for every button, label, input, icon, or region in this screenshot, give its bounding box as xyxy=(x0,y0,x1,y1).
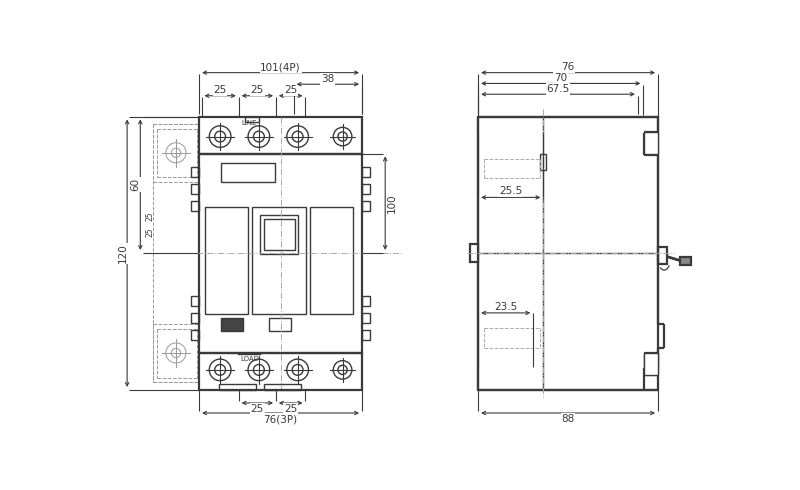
Bar xyxy=(362,313,370,323)
Bar xyxy=(644,353,658,374)
Text: 25.5: 25.5 xyxy=(499,186,522,196)
Bar xyxy=(540,153,546,171)
Bar xyxy=(190,184,199,195)
Bar xyxy=(245,117,259,122)
Text: 25: 25 xyxy=(214,85,226,96)
Bar xyxy=(199,353,362,390)
Bar xyxy=(644,132,658,153)
Text: 25: 25 xyxy=(250,85,264,96)
Text: 25: 25 xyxy=(284,404,298,414)
Bar xyxy=(206,207,248,315)
Bar xyxy=(190,296,199,306)
Bar xyxy=(269,318,290,331)
Text: 25: 25 xyxy=(145,227,154,237)
Bar xyxy=(221,163,275,182)
Bar xyxy=(362,330,370,340)
Text: 25: 25 xyxy=(145,212,154,221)
Bar xyxy=(680,257,690,265)
Text: 100: 100 xyxy=(386,194,397,213)
Bar xyxy=(263,219,294,250)
Bar xyxy=(218,384,256,390)
Text: 25: 25 xyxy=(284,85,298,96)
Text: 76: 76 xyxy=(562,62,574,72)
Text: 70: 70 xyxy=(554,73,567,83)
Text: 38: 38 xyxy=(322,74,334,84)
Text: 101(4P): 101(4P) xyxy=(260,62,301,72)
Bar xyxy=(190,330,199,340)
Bar xyxy=(190,168,199,177)
Bar xyxy=(362,168,370,177)
Bar xyxy=(199,153,362,353)
Bar xyxy=(470,244,478,262)
Text: 120: 120 xyxy=(118,244,127,263)
Bar xyxy=(362,296,370,306)
Text: 88: 88 xyxy=(562,414,574,424)
Text: 23.5: 23.5 xyxy=(494,302,518,312)
Bar xyxy=(260,215,298,254)
Text: 67.5: 67.5 xyxy=(546,84,570,94)
Bar xyxy=(263,384,301,390)
Bar xyxy=(252,207,306,315)
Bar xyxy=(190,201,199,211)
Bar xyxy=(478,117,658,390)
Bar xyxy=(658,246,667,264)
Bar xyxy=(190,313,199,323)
Bar xyxy=(362,184,370,195)
Bar xyxy=(199,117,362,153)
Bar xyxy=(362,201,370,211)
Bar xyxy=(221,318,242,331)
Text: 25: 25 xyxy=(250,404,264,414)
Text: LOAD: LOAD xyxy=(240,356,259,362)
Text: LINE: LINE xyxy=(242,120,258,126)
Text: 76(3P): 76(3P) xyxy=(263,414,298,424)
Bar xyxy=(310,207,353,315)
Text: 60: 60 xyxy=(130,178,141,191)
